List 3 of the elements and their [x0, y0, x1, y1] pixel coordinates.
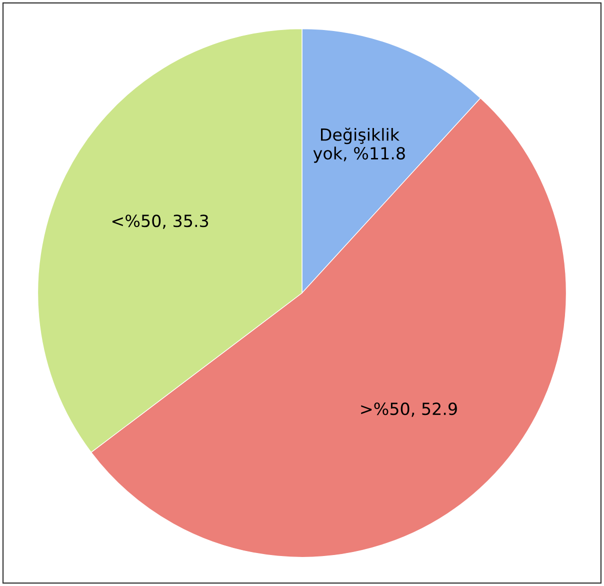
slice-label: Değişiklik yok, %11.8	[313, 128, 405, 163]
slice-label: >%50, 52.9	[361, 402, 457, 417]
slice-label: <%50, 35.3	[112, 214, 208, 229]
